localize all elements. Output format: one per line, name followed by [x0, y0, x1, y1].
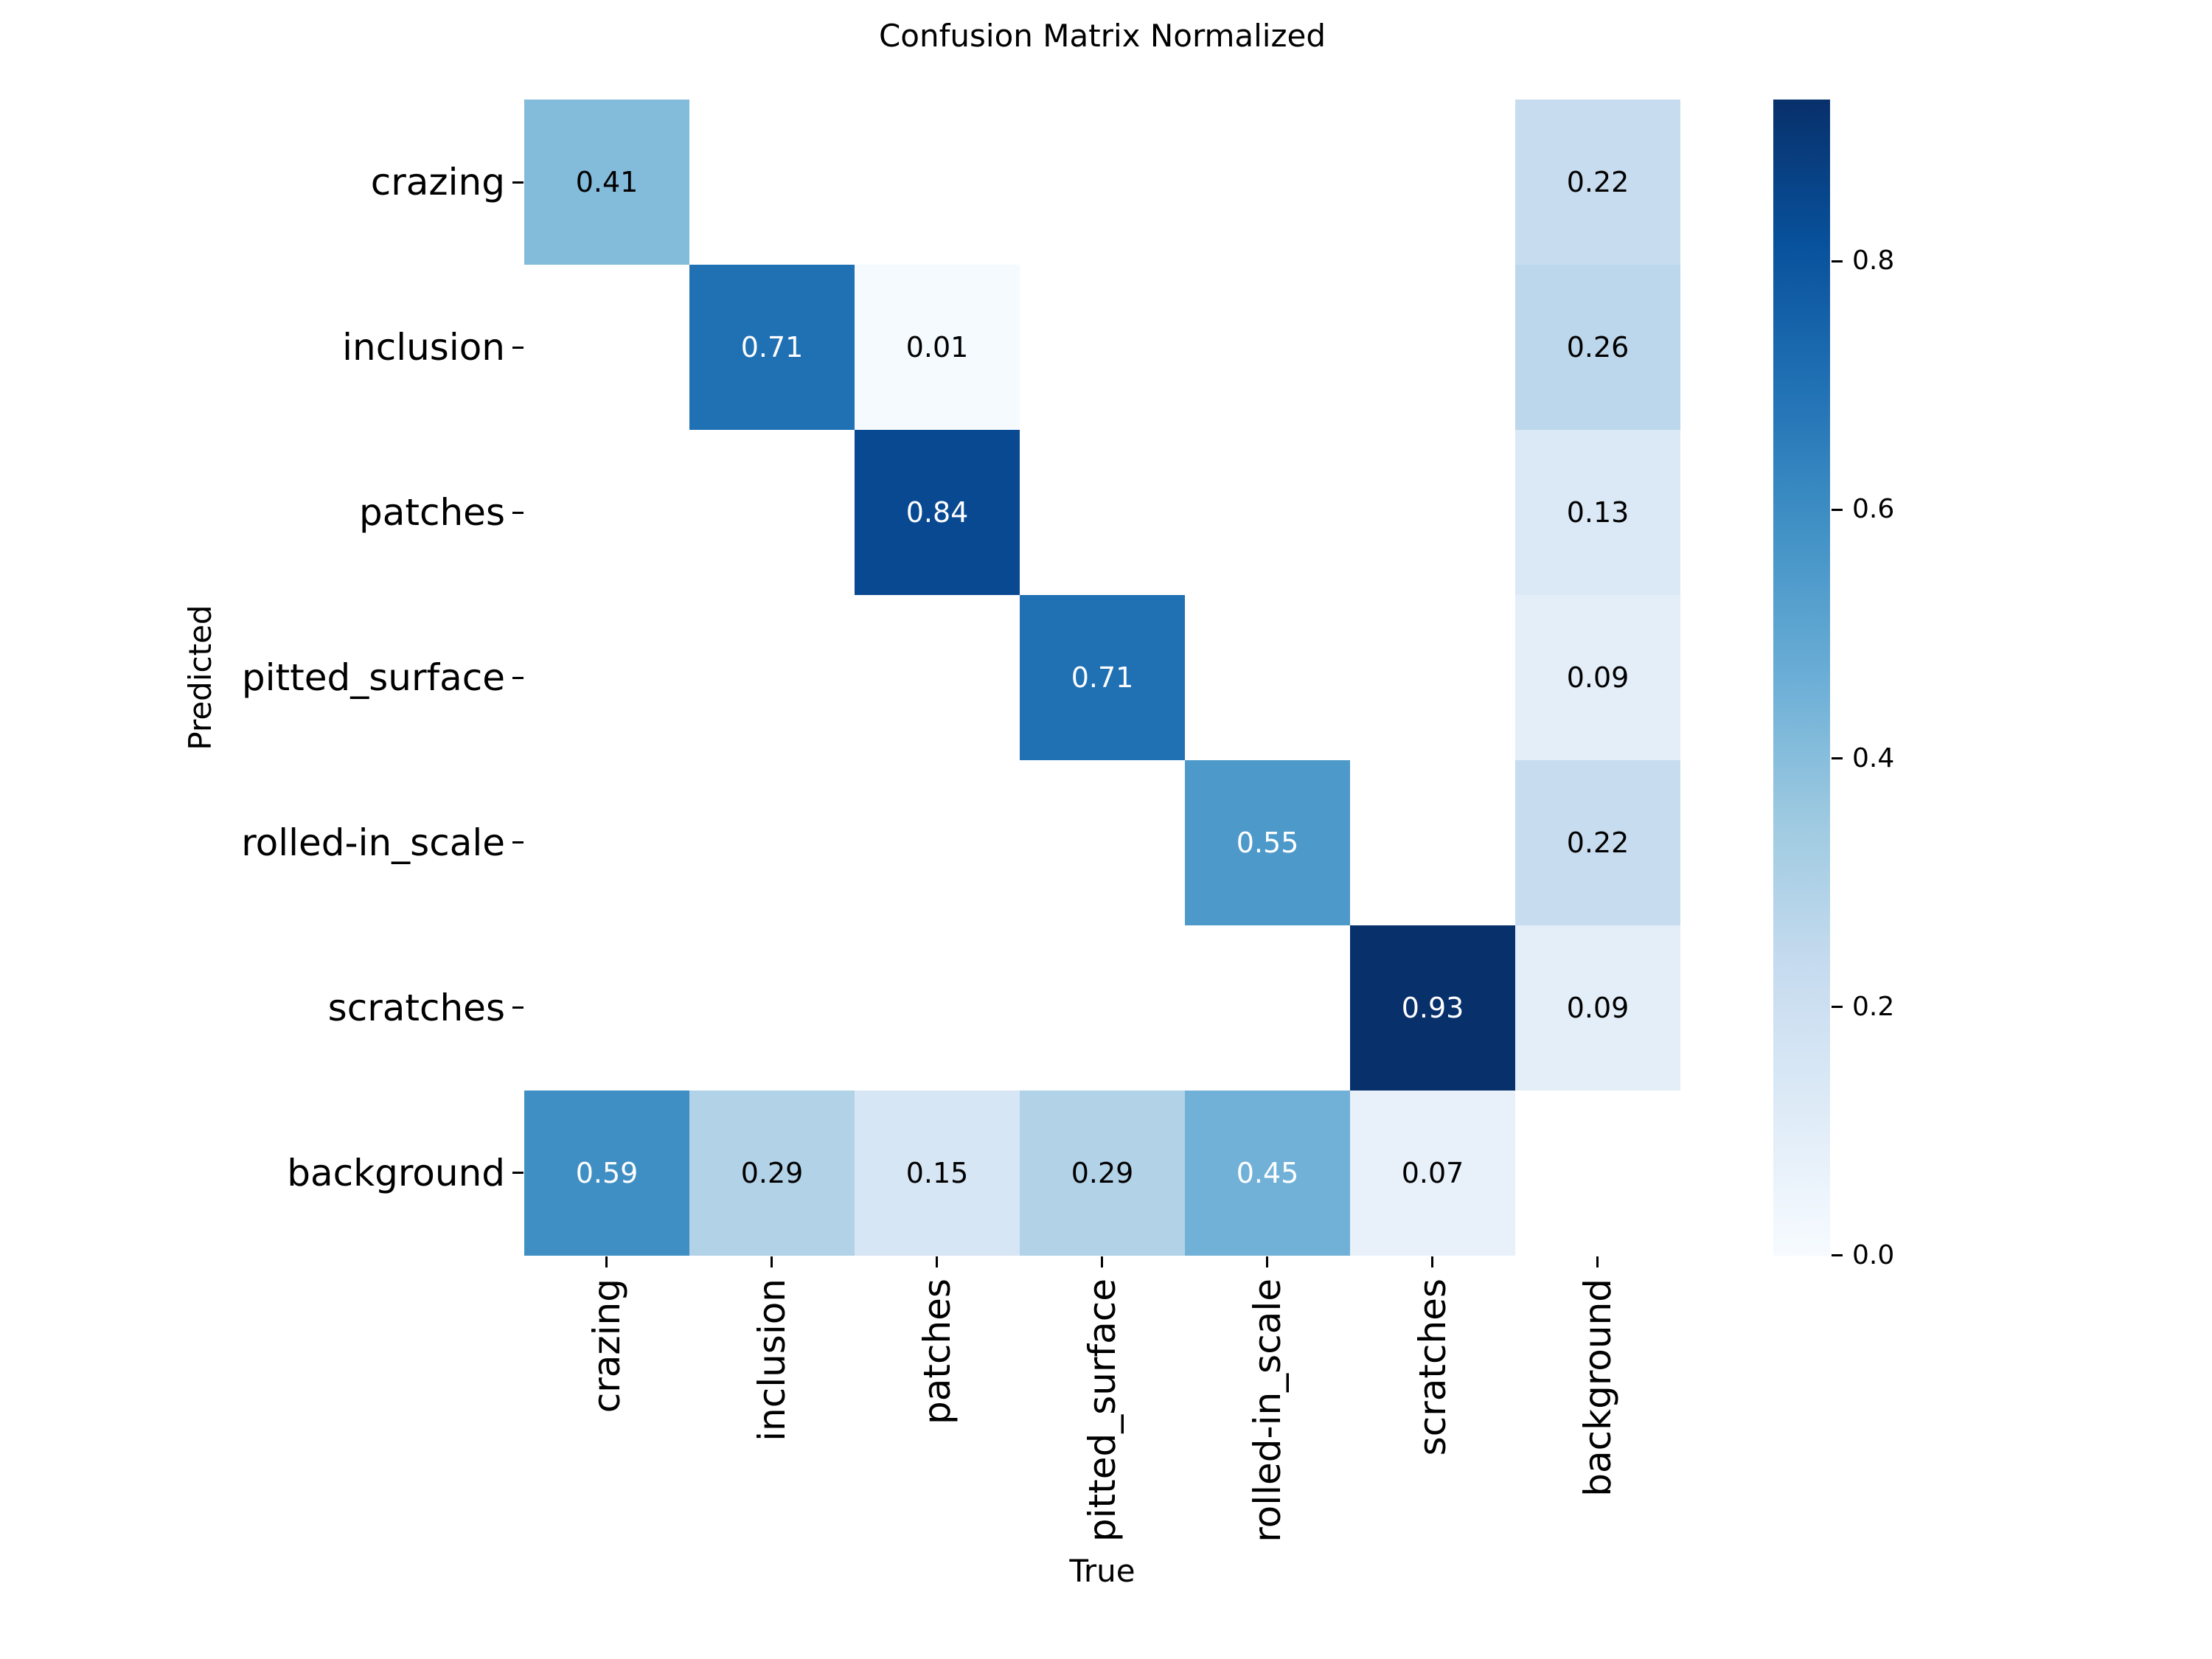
- y-tick-mark: [512, 841, 524, 844]
- y-tick-label-scratches: scratches: [327, 987, 505, 1029]
- x-axis-title: True: [1069, 1553, 1135, 1589]
- x-tick-mark: [605, 1256, 608, 1267]
- heatmap-cell-crazing-background: 0.22: [1515, 100, 1680, 265]
- cell-value: 0.15: [905, 1157, 969, 1189]
- y-axis-title: Predicted: [182, 605, 218, 751]
- heatmap-cell-pitted_surface-background: 0.09: [1515, 595, 1680, 760]
- colorbar-tick-label-0.6: 0.6: [1852, 494, 1895, 524]
- x-tick-label-background: background: [1576, 1279, 1619, 1497]
- colorbar-tick-label-0.2: 0.2: [1852, 992, 1895, 1022]
- y-tick-label-patches: patches: [359, 491, 505, 534]
- y-tick-mark: [512, 677, 524, 679]
- x-tick-mark: [936, 1256, 938, 1267]
- cell-value: 0.93: [1401, 992, 1464, 1024]
- cell-value: 0.26: [1566, 331, 1630, 364]
- heatmap-cell-crazing-crazing: 0.41: [524, 100, 689, 265]
- x-tick-label-scratches: scratches: [1411, 1279, 1454, 1456]
- heatmap-cell-patches-background: 0.13: [1515, 430, 1680, 595]
- cell-value: 0.13: [1566, 496, 1630, 529]
- cell-value: 0.09: [1566, 661, 1630, 694]
- cell-value: 0.22: [1566, 166, 1630, 198]
- heatmap-cell-pitted_surface-pitted_surface: 0.71: [1020, 595, 1185, 760]
- cell-value: 0.59: [575, 1157, 639, 1189]
- y-tick-mark: [512, 512, 524, 514]
- colorbar-tick-mark: [1832, 757, 1843, 759]
- cell-value: 0.01: [905, 331, 969, 364]
- x-tick-mark: [1596, 1256, 1599, 1267]
- heatmap-cell-background-patches: 0.15: [855, 1091, 1020, 1256]
- heatmap-cell-background-scratches: 0.07: [1350, 1091, 1515, 1256]
- heatmap-cell-scratches-background: 0.09: [1515, 925, 1680, 1091]
- y-tick-label-rolled-in_scale: rolled-in_scale: [241, 821, 505, 864]
- heatmap-cell-rolled-in_scale-background: 0.22: [1515, 760, 1680, 925]
- cell-value: 0.07: [1401, 1157, 1464, 1189]
- x-tick-label-rolled-in_scale: rolled-in_scale: [1246, 1279, 1289, 1543]
- cell-value: 0.41: [575, 166, 639, 198]
- heatmap-cell-inclusion-inclusion: 0.71: [689, 265, 855, 430]
- x-tick-mark: [771, 1256, 773, 1267]
- cell-value: 0.84: [905, 496, 969, 529]
- x-tick-mark: [1431, 1256, 1433, 1267]
- x-tick-mark: [1266, 1256, 1268, 1267]
- heatmap-cell-background-pitted_surface: 0.29: [1020, 1091, 1185, 1256]
- colorbar-tick-mark: [1832, 1006, 1843, 1008]
- x-tick-mark: [1101, 1256, 1103, 1267]
- colorbar-tick-mark: [1832, 1254, 1843, 1256]
- heatmap-cell-rolled-in_scale-rolled-in_scale: 0.55: [1185, 760, 1350, 925]
- colorbar-tick-label-0.4: 0.4: [1852, 743, 1895, 773]
- chart-title: Confusion Matrix Normalized: [878, 18, 1326, 54]
- cell-value: 0.09: [1566, 992, 1630, 1024]
- colorbar-gradient: [1773, 100, 1830, 1256]
- y-tick-mark: [512, 347, 524, 349]
- colorbar-tick-label-0.8: 0.8: [1852, 246, 1895, 276]
- cell-value: 0.55: [1236, 827, 1299, 859]
- x-tick-label-pitted_surface: pitted_surface: [1081, 1279, 1124, 1543]
- colorbar-tick-label-0.0: 0.0: [1852, 1240, 1895, 1270]
- cell-value: 0.71: [740, 331, 804, 364]
- y-tick-label-crazing: crazing: [370, 161, 505, 204]
- heatmap-cell-scratches-scratches: 0.93: [1350, 925, 1515, 1091]
- heatmap-cell-background-crazing: 0.59: [524, 1091, 689, 1256]
- x-tick-label-crazing: crazing: [585, 1279, 628, 1413]
- cell-value: 0.22: [1566, 827, 1630, 859]
- heatmap-cell-background-rolled-in_scale: 0.45: [1185, 1091, 1350, 1256]
- colorbar-tick-mark: [1832, 260, 1843, 262]
- cell-value: 0.29: [740, 1157, 804, 1189]
- x-tick-label-inclusion: inclusion: [751, 1279, 793, 1441]
- y-tick-mark: [512, 1172, 524, 1174]
- colorbar-tick-mark: [1832, 509, 1843, 511]
- y-tick-label-pitted_surface: pitted_surface: [241, 656, 505, 699]
- cell-value: 0.29: [1071, 1157, 1134, 1189]
- y-tick-mark: [512, 1006, 524, 1009]
- y-tick-label-inclusion: inclusion: [342, 326, 505, 369]
- heatmap-cell-inclusion-patches: 0.01: [855, 265, 1020, 430]
- cell-value: 0.45: [1236, 1157, 1299, 1189]
- y-tick-label-background: background: [287, 1152, 505, 1194]
- heatmap-cell-background-inclusion: 0.29: [689, 1091, 855, 1256]
- y-tick-mark: [512, 181, 524, 184]
- heatmap-cell-patches-patches: 0.84: [855, 430, 1020, 595]
- heatmap-cell-inclusion-background: 0.26: [1515, 265, 1680, 430]
- x-tick-label-patches: patches: [916, 1279, 959, 1425]
- cell-value: 0.71: [1071, 661, 1134, 694]
